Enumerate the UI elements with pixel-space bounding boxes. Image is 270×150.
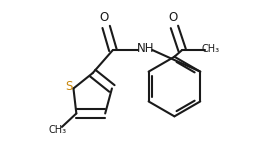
Text: CH₃: CH₃: [202, 44, 220, 54]
Text: O: O: [100, 11, 109, 24]
Text: S: S: [65, 80, 72, 93]
Text: O: O: [169, 11, 178, 24]
Text: NH: NH: [137, 42, 154, 55]
Text: CH₃: CH₃: [48, 125, 66, 135]
